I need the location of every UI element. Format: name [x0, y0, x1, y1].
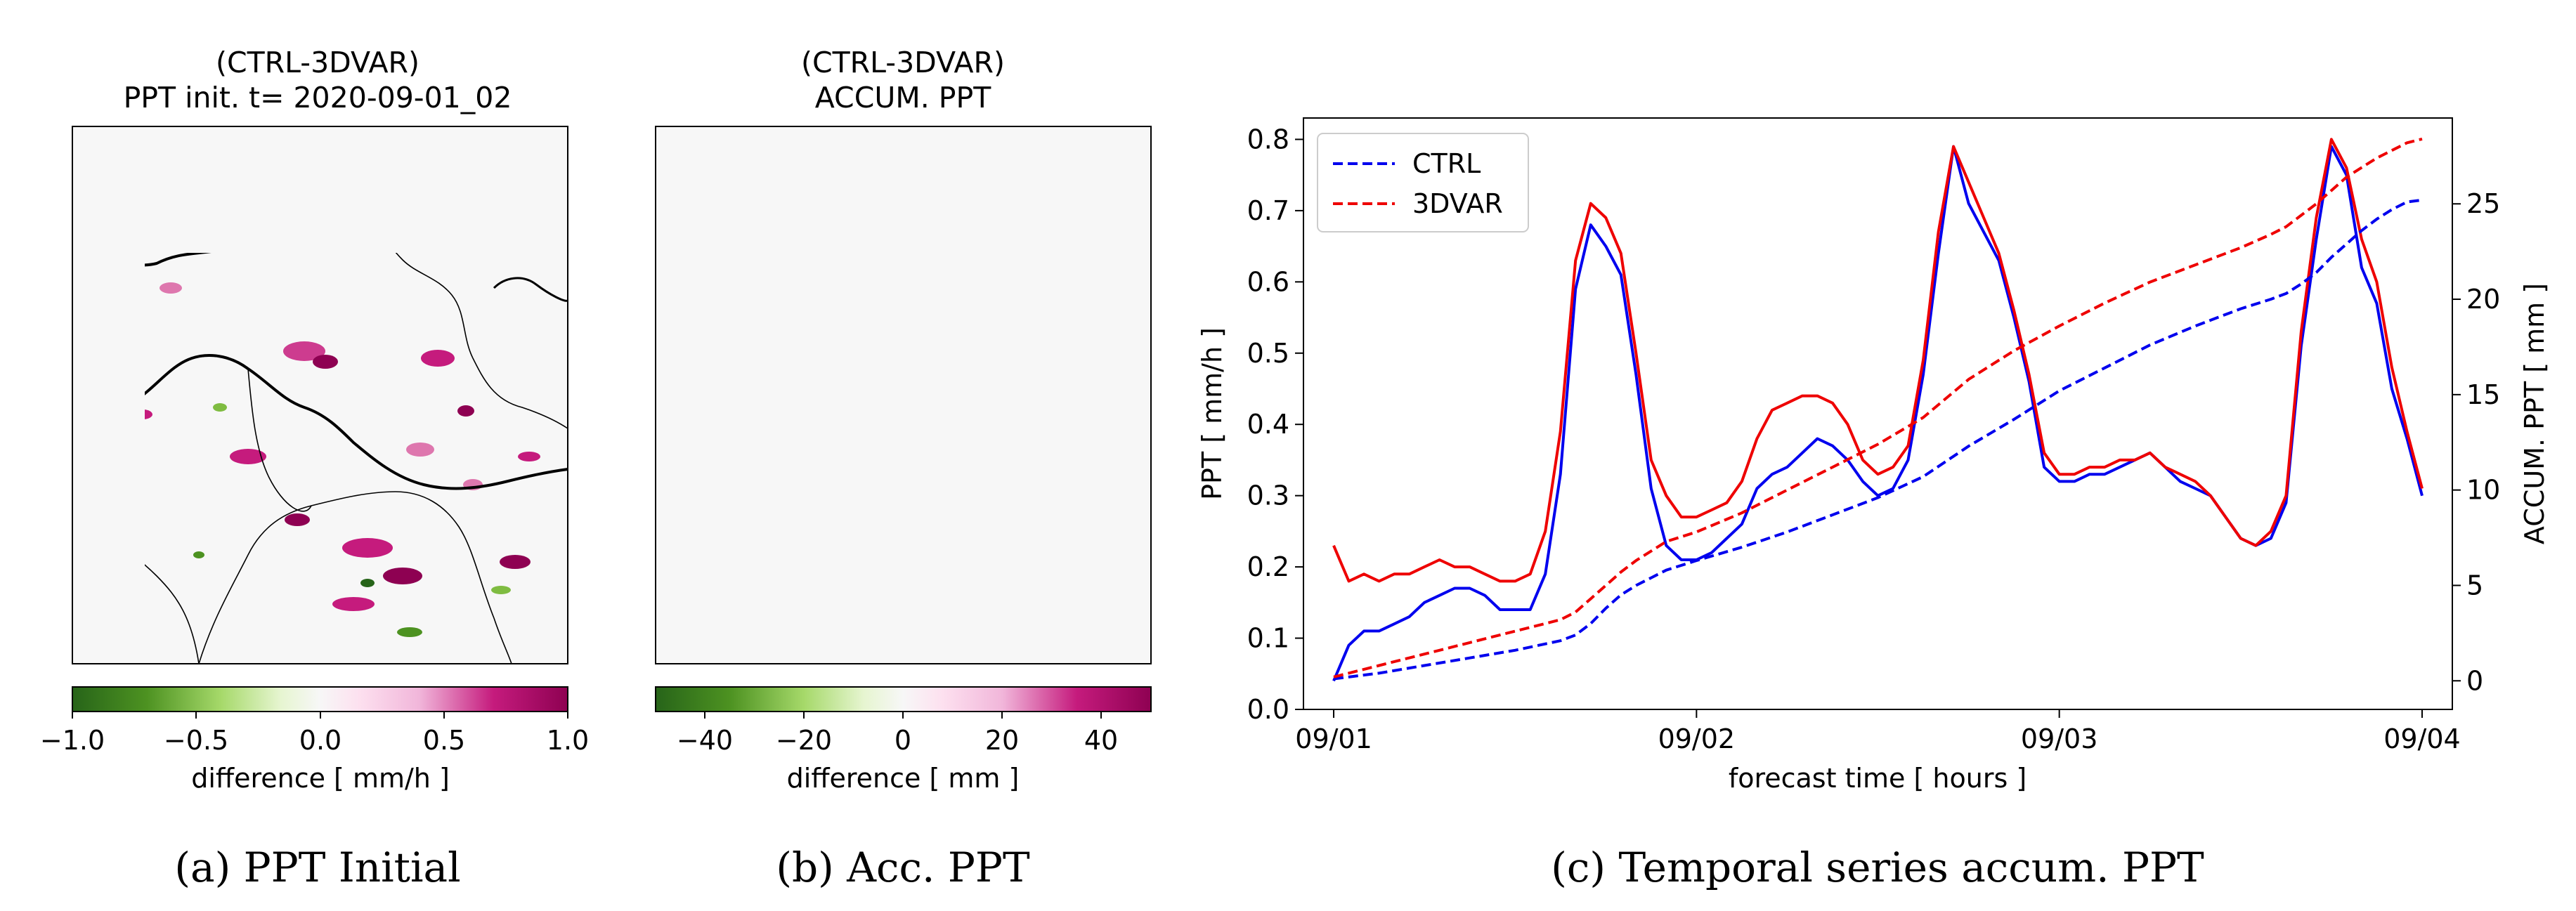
panel-a-title-line2: PPT init. t= 2020-09-01_02: [124, 81, 512, 114]
panel-a-precip-patches: [145, 282, 540, 637]
colorbar-tick-label: −0.5: [164, 725, 228, 756]
y2-tick-label: 25: [2466, 188, 2500, 219]
x-tick-label: 09/01: [1295, 723, 1372, 754]
panel-b-caption: (b) Acc. PPT: [776, 844, 1030, 891]
panel-a-colorbar-ticks: −1.0 −0.5 0.0 0.5 1.0: [40, 712, 589, 756]
colorbar-tick-label: −40: [677, 725, 733, 756]
panel-b: (CTRL-3DVAR) ACCUM. PPT: [655, 46, 1152, 891]
colorbar-tick-label: 1.0: [547, 725, 589, 756]
colorbar-tick-label: 40: [1084, 725, 1118, 756]
y-axis-label: PPT [ mm/h ]: [1197, 327, 1228, 500]
y2-axis-label: ACCUM. PPT [ mm ]: [2519, 283, 2550, 544]
colorbar-tick-label: 0.0: [299, 725, 341, 756]
panel-b-title-line2: ACCUM. PPT: [815, 81, 991, 114]
colorbar-tick-label: 20: [985, 725, 1019, 756]
y-ticks: 0.0 0.1 0.2 0.3 0.4 0.5 0.6 0.7 0.8: [1247, 124, 1303, 725]
y2-ticks: 0 5 10 15 20 25: [2452, 188, 2500, 696]
panel-a-title-line1: (CTRL-3DVAR): [216, 46, 419, 79]
panel-a: (CTRL-3DVAR) PPT init. t= 2020-09-01_02: [40, 46, 589, 891]
y2-tick-label: 20: [2466, 284, 2500, 315]
panel-a-colorbar: −1.0 −0.5 0.0 0.5 1.0 difference [ mm/h …: [40, 686, 589, 794]
y-tick-label: 0.0: [1247, 694, 1289, 725]
y2-tick-label: 0: [2466, 665, 2483, 696]
series-line-3dvar-ppt: [1332, 138, 2424, 583]
x-tick-label: 09/04: [2383, 723, 2461, 754]
x-ticks: 09/01 09/02 09/03 09/04: [1295, 709, 2461, 754]
y-tick-label: 0.5: [1247, 338, 1289, 369]
colorbar-tick-label: −1.0: [40, 725, 105, 756]
legend-label-ctrl: CTRL: [1412, 148, 1481, 179]
x-tick-label: 09/02: [1658, 723, 1736, 754]
series-line-ctrl-accum: [1333, 198, 2423, 681]
x-axis-label: forecast time [ hours ]: [1729, 763, 2027, 794]
colorbar-gradient: [655, 686, 1152, 712]
colorbar-tick-label: 0.5: [423, 725, 465, 756]
panel-b-colorbar-label: difference [ mm ]: [787, 763, 1020, 794]
y-tick-label: 0.8: [1247, 124, 1289, 155]
panel-a-colorbar-label: difference [ mm/h ]: [191, 763, 450, 794]
panel-c-caption: (c) Temporal series accum. PPT: [1551, 844, 2204, 891]
y-tick-label: 0.3: [1247, 480, 1289, 511]
panel-c: 09/01 09/02 09/03 09/04 0.00.10.20.30.40.50…: [1197, 117, 2550, 891]
y2-tick-label: 10: [2466, 475, 2500, 506]
panel-a-caption: (a) PPT Initial: [174, 844, 460, 891]
legend: CTRL 3DVAR: [1317, 133, 1529, 232]
colorbar-tick-label: 0: [895, 725, 911, 756]
y2-tick-label: 15: [2466, 379, 2500, 410]
panel-a-map: [72, 126, 569, 665]
legend-box: [1317, 133, 1529, 232]
x-tick-label: 09/03: [2021, 723, 2098, 754]
y-tick-label: 0.2: [1247, 551, 1289, 582]
y-tick-label: 0.4: [1247, 409, 1289, 440]
panel-b-colorbar-ticks: −40 −20 0 20 40: [677, 712, 1118, 756]
panel-b-map: [655, 126, 1152, 664]
panel-b-colorbar: −40 −20 0 20 40 difference [ mm ]: [655, 686, 1152, 794]
panel-b-title-line1: (CTRL-3DVAR): [801, 46, 1005, 79]
series-line-3dvar-accum: [1333, 137, 2423, 679]
line-chart: 09/01 09/02 09/03 09/04 0.00.10.20.30.40.50…: [1197, 117, 2550, 794]
y-tick-label: 0.6: [1247, 266, 1289, 297]
y-tick-label: 0.1: [1247, 623, 1289, 654]
series-layer: [1332, 137, 2424, 682]
colorbar-gradient: [72, 686, 568, 712]
y-tick-label: 0.7: [1247, 195, 1289, 226]
colorbar-tick-label: −20: [776, 725, 832, 756]
legend-label-3dvar: 3DVAR: [1412, 188, 1503, 219]
y2-tick-label: 5: [2466, 570, 2483, 601]
